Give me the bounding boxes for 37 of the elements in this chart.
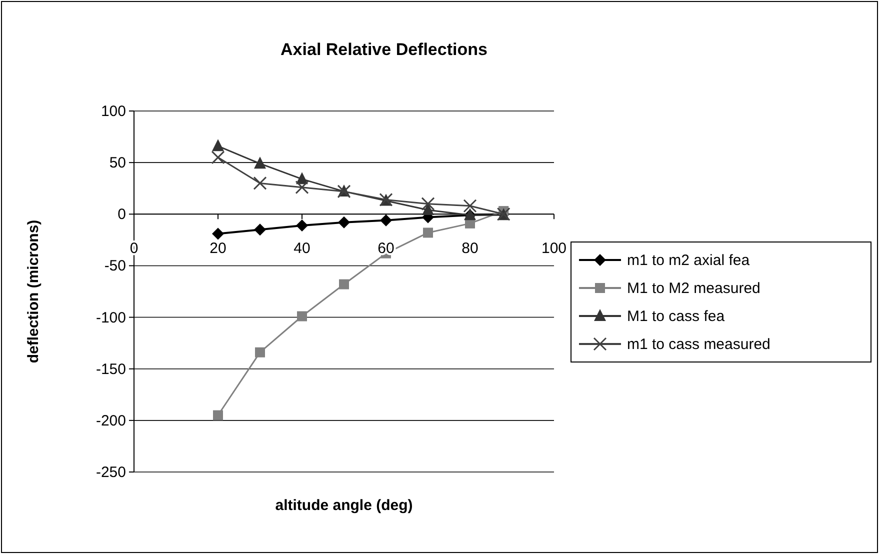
y-tick-label: 0: [118, 206, 126, 224]
point: [212, 139, 224, 152]
point: [421, 197, 435, 211]
point: [213, 410, 223, 420]
y-tick-label: -250: [96, 464, 126, 481]
y-tick-label: 100: [100, 103, 126, 120]
point: [295, 180, 309, 194]
x-tick-label: 60: [378, 240, 394, 258]
point: [338, 216, 350, 228]
point: [255, 347, 265, 358]
y-tick-label: 50: [109, 154, 126, 172]
y-tick-label: -100: [96, 309, 126, 326]
point: [211, 150, 225, 164]
point: [297, 311, 307, 322]
point: [423, 228, 433, 238]
y-axis-title: deflection (microns): [25, 220, 42, 364]
y-tick-label: -150: [96, 360, 126, 378]
point: [463, 199, 477, 213]
point: [254, 224, 266, 236]
point: [254, 156, 266, 169]
legend-label: M1 to M2 measured: [627, 280, 760, 297]
x-tick-label: 80: [462, 240, 478, 258]
x-axis-title: altitude angle (deg): [275, 497, 413, 514]
chart-title: Axial Relative Deflections: [280, 40, 488, 59]
legend-label: M1 to cass fea: [627, 308, 726, 325]
x-tick-label: 20: [210, 240, 226, 258]
y-tick-label: -200: [96, 412, 126, 430]
y-tick-label: -50: [104, 258, 126, 275]
x-tick-label: 100: [541, 240, 567, 258]
legend-label: m1 to m2 axial fea: [627, 252, 750, 269]
point: [253, 176, 267, 190]
point: [380, 214, 392, 226]
legend-label: m1 to cass measured: [627, 336, 770, 353]
point: [339, 279, 349, 290]
x-tick-label: 40: [294, 240, 310, 258]
point: [296, 219, 308, 232]
point: [212, 228, 224, 240]
